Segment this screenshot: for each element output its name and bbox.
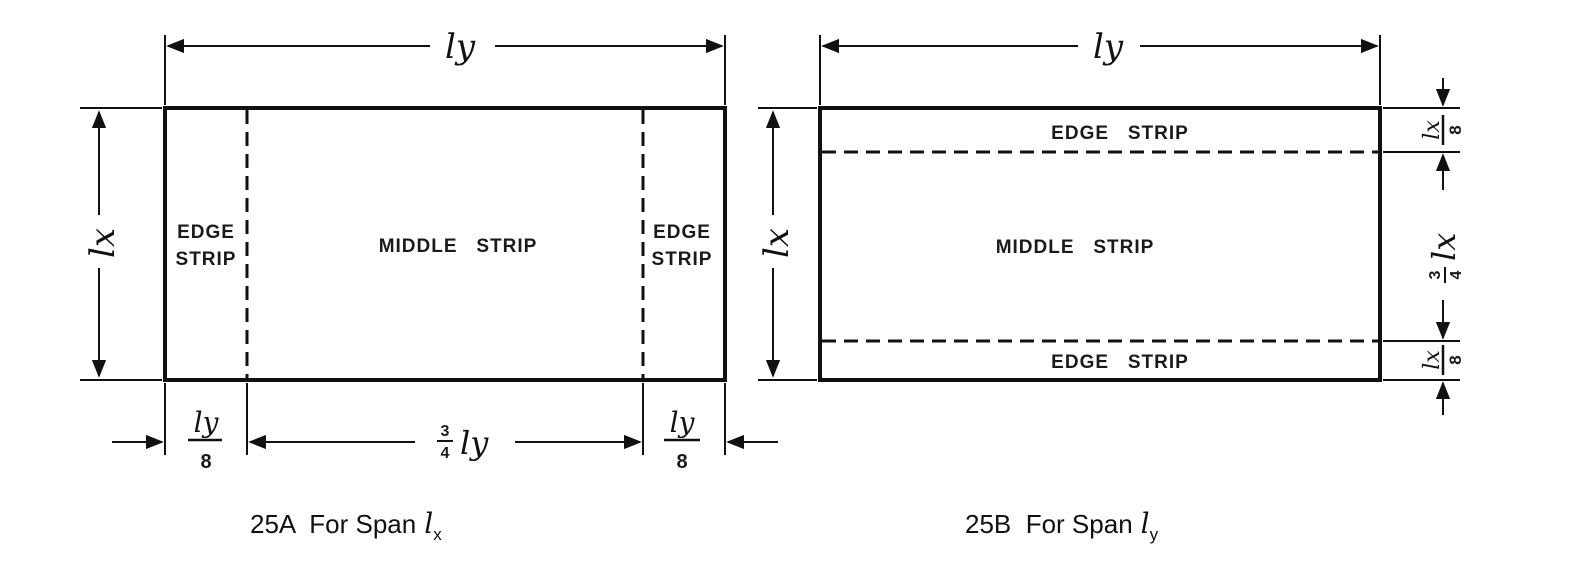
diagram-25b: ly lx EDGE STRIP MIDDLE STRIP EDGE STRIP… xyxy=(757,27,1465,544)
lx-over-8-top: lx 8 xyxy=(1420,115,1465,145)
span-lx-label: lx xyxy=(83,228,123,258)
three-quarters-den: 4 xyxy=(441,445,450,462)
middle-span-symbol: ly xyxy=(460,424,489,462)
three-quarters-num: 3 xyxy=(441,423,450,440)
ly-over-8-left-den: 8 xyxy=(200,451,211,473)
three-quarters-num: 3 xyxy=(1427,270,1444,279)
lx-over-8-bottom-den: 8 xyxy=(1446,355,1465,364)
caption-25b: 25B For Span ly xyxy=(965,507,1159,544)
slab-panel-b xyxy=(818,106,1382,382)
three-quarters-lx: 3 4 lx xyxy=(1425,233,1465,283)
middle-strip-label: MIDDLE STRIP xyxy=(996,237,1155,258)
lx-over-8-bottom-num: lx xyxy=(1420,350,1445,370)
middle-span-symbol: lx xyxy=(1425,233,1463,261)
three-quarters-den: 4 xyxy=(1448,270,1465,279)
edge-strip-left-line1: EDGE xyxy=(177,222,235,243)
diagram-25a: ly lx EDGE STRIP MIDDLE STRIP EDGE STRIP… xyxy=(80,27,778,544)
lx-over-8-bottom: lx 8 xyxy=(1420,345,1465,375)
middle-strip-label: MIDDLE STRIP xyxy=(379,236,538,257)
lx-over-8-top-den: 8 xyxy=(1446,125,1465,134)
slab-panel-a xyxy=(163,106,727,382)
ly-over-8-right-num: ly xyxy=(670,406,696,439)
edge-strip-right-line1: EDGE xyxy=(653,222,711,243)
edge-strip-left-line2: STRIP xyxy=(176,249,237,270)
edge-strip-right-line2: STRIP xyxy=(652,249,713,270)
lx-over-8-top-num: lx xyxy=(1420,120,1445,140)
edge-strip-bottom-label: EDGE STRIP xyxy=(1051,352,1189,373)
span-lx-label: lx xyxy=(757,228,797,258)
ly-over-8-right-den: 8 xyxy=(676,451,687,473)
caption-25a: 25A For Span lx xyxy=(250,507,442,544)
span-ly-label: ly xyxy=(1093,27,1124,67)
span-ly-label: ly xyxy=(445,27,476,67)
edge-strip-top-label: EDGE STRIP xyxy=(1051,123,1189,144)
ly-over-8-left-num: ly xyxy=(194,406,220,439)
